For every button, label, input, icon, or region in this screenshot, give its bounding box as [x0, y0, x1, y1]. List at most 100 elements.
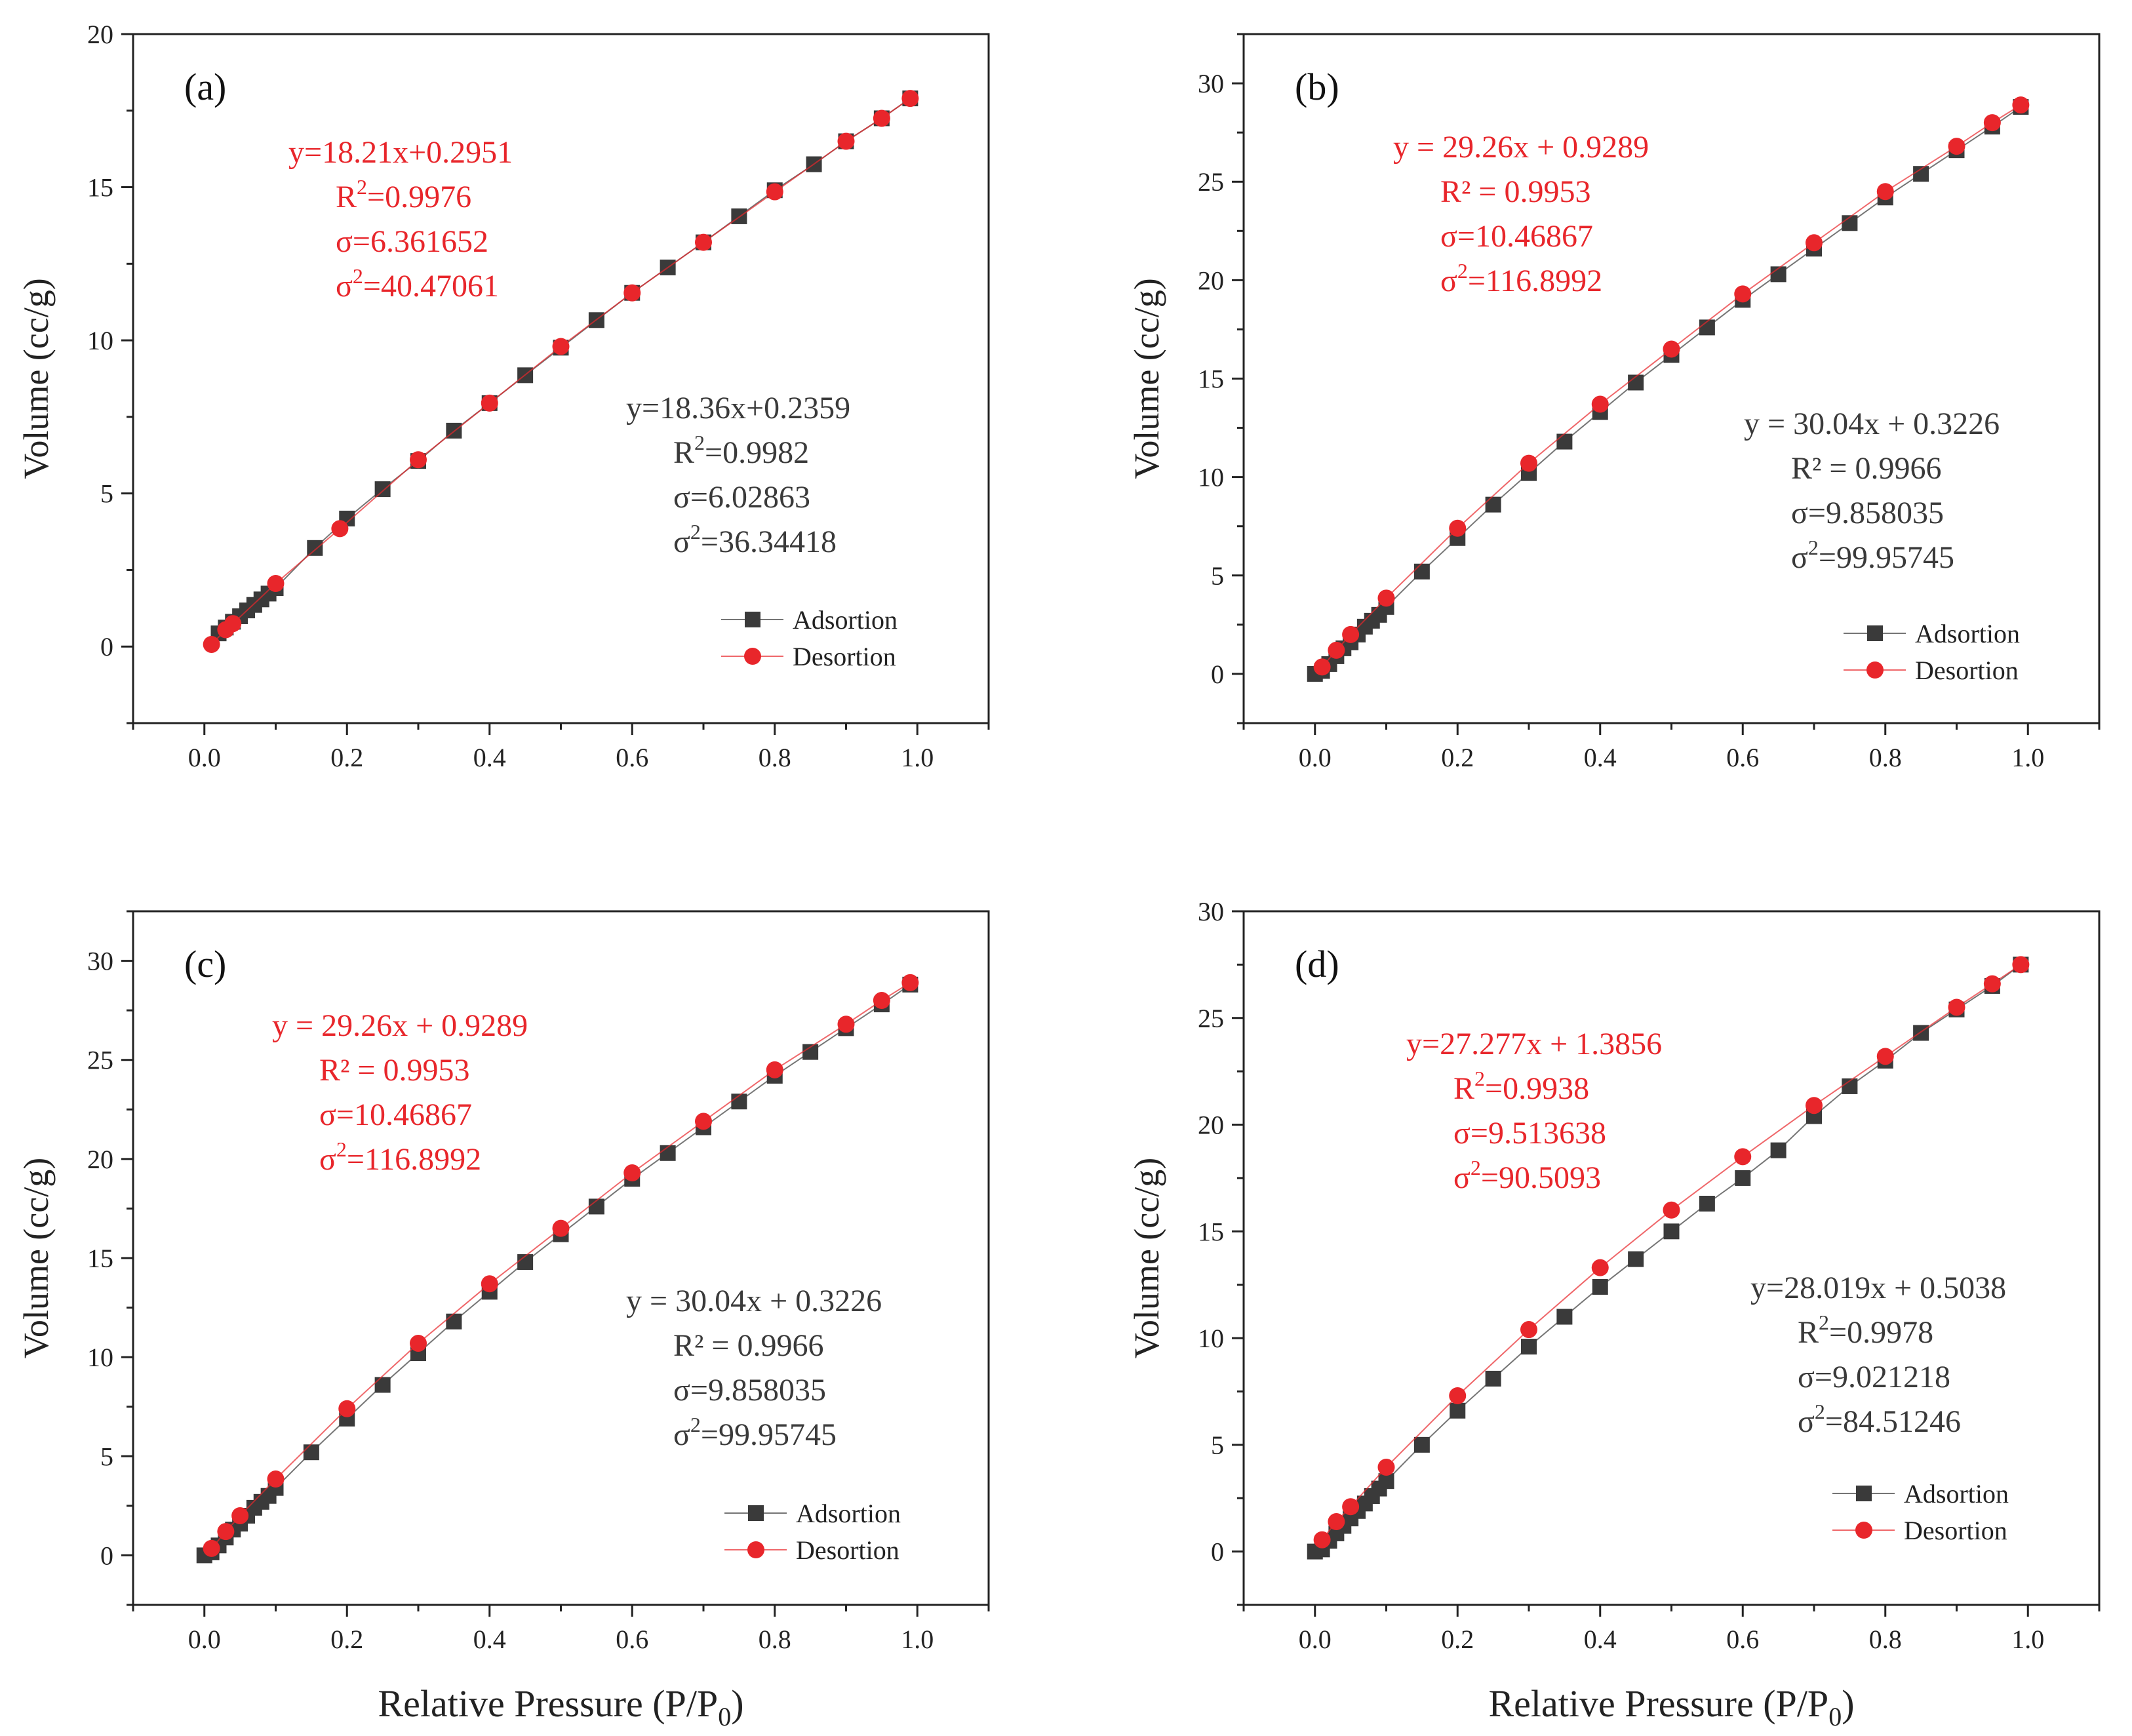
x-tick-label: 0.6 — [1726, 743, 1759, 772]
r-squared-text: R2=0.9938 — [1453, 1067, 1589, 1106]
legend-marker — [748, 1505, 764, 1521]
sigma-text: σ=9.021218 — [1798, 1360, 1950, 1394]
y-tick-label: 30 — [1198, 69, 1224, 98]
y-tick-label: 0 — [100, 1541, 113, 1570]
sigma-text: σ=10.46867 — [1440, 219, 1593, 254]
adsorption-point — [1485, 496, 1501, 513]
desorption-point — [1449, 519, 1467, 537]
r-squared-text: R² = 0.9953 — [1440, 174, 1590, 209]
legend-marker — [1855, 1522, 1872, 1539]
y-tick-label: 15 — [87, 1244, 113, 1273]
x-tick-label: 0.2 — [330, 743, 363, 772]
y-axis-label: Volume (cc/g) — [1127, 1158, 1166, 1358]
desorption-point — [1377, 1459, 1395, 1476]
adsorption-point — [1770, 1142, 1787, 1158]
y-tick-label: 5 — [100, 1442, 113, 1471]
y-tick-label: 20 — [1198, 1111, 1224, 1140]
x-tick-label: 0.0 — [1299, 743, 1332, 772]
desorption-point — [1734, 1148, 1752, 1166]
desorption-point — [1806, 1097, 1823, 1115]
y-tick-label: 25 — [87, 1046, 113, 1075]
sigma-squared-text: σ2=84.51246 — [1798, 1400, 1961, 1439]
desorption-point — [481, 394, 498, 412]
fit-equation: y = 29.26x + 0.9289 — [1393, 130, 1649, 165]
x-tick-label: 0.2 — [330, 1625, 363, 1654]
x-tick-label: 1.0 — [901, 1625, 934, 1654]
r-squared-text: R² = 0.9966 — [673, 1328, 823, 1363]
y-tick-label: 20 — [1198, 266, 1224, 295]
sigma-text: σ=10.46867 — [319, 1097, 472, 1132]
sigma-squared-text: σ2=99.95745 — [673, 1413, 837, 1452]
desorption-point — [203, 1539, 220, 1557]
series-line — [210, 98, 911, 645]
sigma-squared-text: σ2=90.5093 — [1453, 1156, 1601, 1195]
desorption-point — [1449, 1387, 1467, 1404]
x-tick-label: 0.6 — [1726, 1625, 1759, 1654]
desorption-point — [1520, 1321, 1537, 1339]
series-line — [1321, 964, 2021, 1541]
fit-equation: y=28.019x + 0.5038 — [1750, 1271, 2006, 1305]
series-desortion — [1313, 96, 2030, 676]
legend-marker — [745, 612, 760, 627]
panel-label: (a) — [184, 66, 226, 108]
x-tick-label: 0.0 — [188, 743, 221, 772]
fit-equation: y=18.36x+0.2359 — [626, 391, 850, 425]
y-tick-label: 15 — [1198, 365, 1224, 394]
sigma-text: σ=9.858035 — [673, 1373, 826, 1408]
desorption-point — [1342, 625, 1360, 643]
x-tick-label: 0.8 — [759, 1625, 791, 1654]
adsorption-point — [1735, 1170, 1751, 1186]
adsorption-point — [1556, 433, 1573, 450]
desorption-point — [837, 132, 855, 150]
legend-marker — [747, 1541, 764, 1558]
x-axis-label: Relative Pressure (P/P0) — [378, 1682, 743, 1731]
fit-equation: y = 30.04x + 0.3226 — [1744, 406, 2000, 441]
y-axis-label: Volume (cc/g) — [1127, 278, 1166, 479]
y-tick-label: 10 — [1198, 463, 1224, 492]
desorption-point — [837, 1016, 855, 1033]
y-axis-label: Volume (cc/g) — [16, 1158, 56, 1358]
fit-equation: y=27.277x + 1.3856 — [1406, 1027, 1662, 1061]
desorption-point — [217, 1523, 235, 1541]
adsorption-point — [446, 1313, 462, 1330]
legend-marker — [1866, 661, 1884, 679]
desorption-point — [1313, 1531, 1331, 1549]
y-tick-label: 10 — [87, 326, 113, 355]
adsorption-point — [1378, 1473, 1394, 1489]
adsorption-point — [1521, 1339, 1537, 1355]
series-line — [1321, 104, 2021, 668]
desorption-point — [1948, 138, 1965, 155]
adsorption-point — [1663, 1223, 1680, 1240]
series-desortion — [203, 974, 919, 1557]
legend-label: Desortion — [1904, 1516, 2007, 1545]
y-tick-label: 5 — [100, 479, 113, 509]
desorption-point — [695, 233, 712, 251]
desorption-point — [1983, 975, 2001, 993]
y-axis-label: Volume (cc/g) — [16, 278, 56, 479]
desorption-point — [203, 635, 220, 653]
desorption-point — [224, 615, 242, 633]
y-tick-label: 25 — [1198, 167, 1224, 197]
desorption-point — [1313, 658, 1331, 676]
adsorption-point — [1628, 1251, 1644, 1267]
series-desortion — [203, 90, 919, 653]
y-tick-label: 5 — [1211, 561, 1224, 591]
adsorption-point — [1485, 1370, 1501, 1387]
x-tick-label: 0.8 — [759, 743, 791, 772]
desorption-point — [1342, 1498, 1360, 1516]
x-tick-label: 0.0 — [188, 1625, 221, 1654]
adsorption-point — [307, 540, 323, 556]
y-tick-label: 5 — [1211, 1430, 1224, 1460]
x-tick-label: 1.0 — [2011, 743, 2044, 772]
y-tick-label: 15 — [87, 173, 113, 203]
fit-equation: y=18.21x+0.2951 — [288, 135, 513, 170]
desorption-point — [1328, 1513, 1345, 1531]
x-tick-label: 0.8 — [1869, 743, 1902, 772]
desorption-point — [1983, 114, 2001, 132]
y-tick-label: 30 — [1198, 897, 1224, 926]
desorption-point — [1520, 454, 1537, 472]
sigma-text: σ=6.02863 — [673, 480, 810, 515]
y-tick-label: 15 — [1198, 1217, 1224, 1246]
series-line — [1314, 106, 2021, 675]
legend-label: Adsortion — [1904, 1479, 2009, 1509]
